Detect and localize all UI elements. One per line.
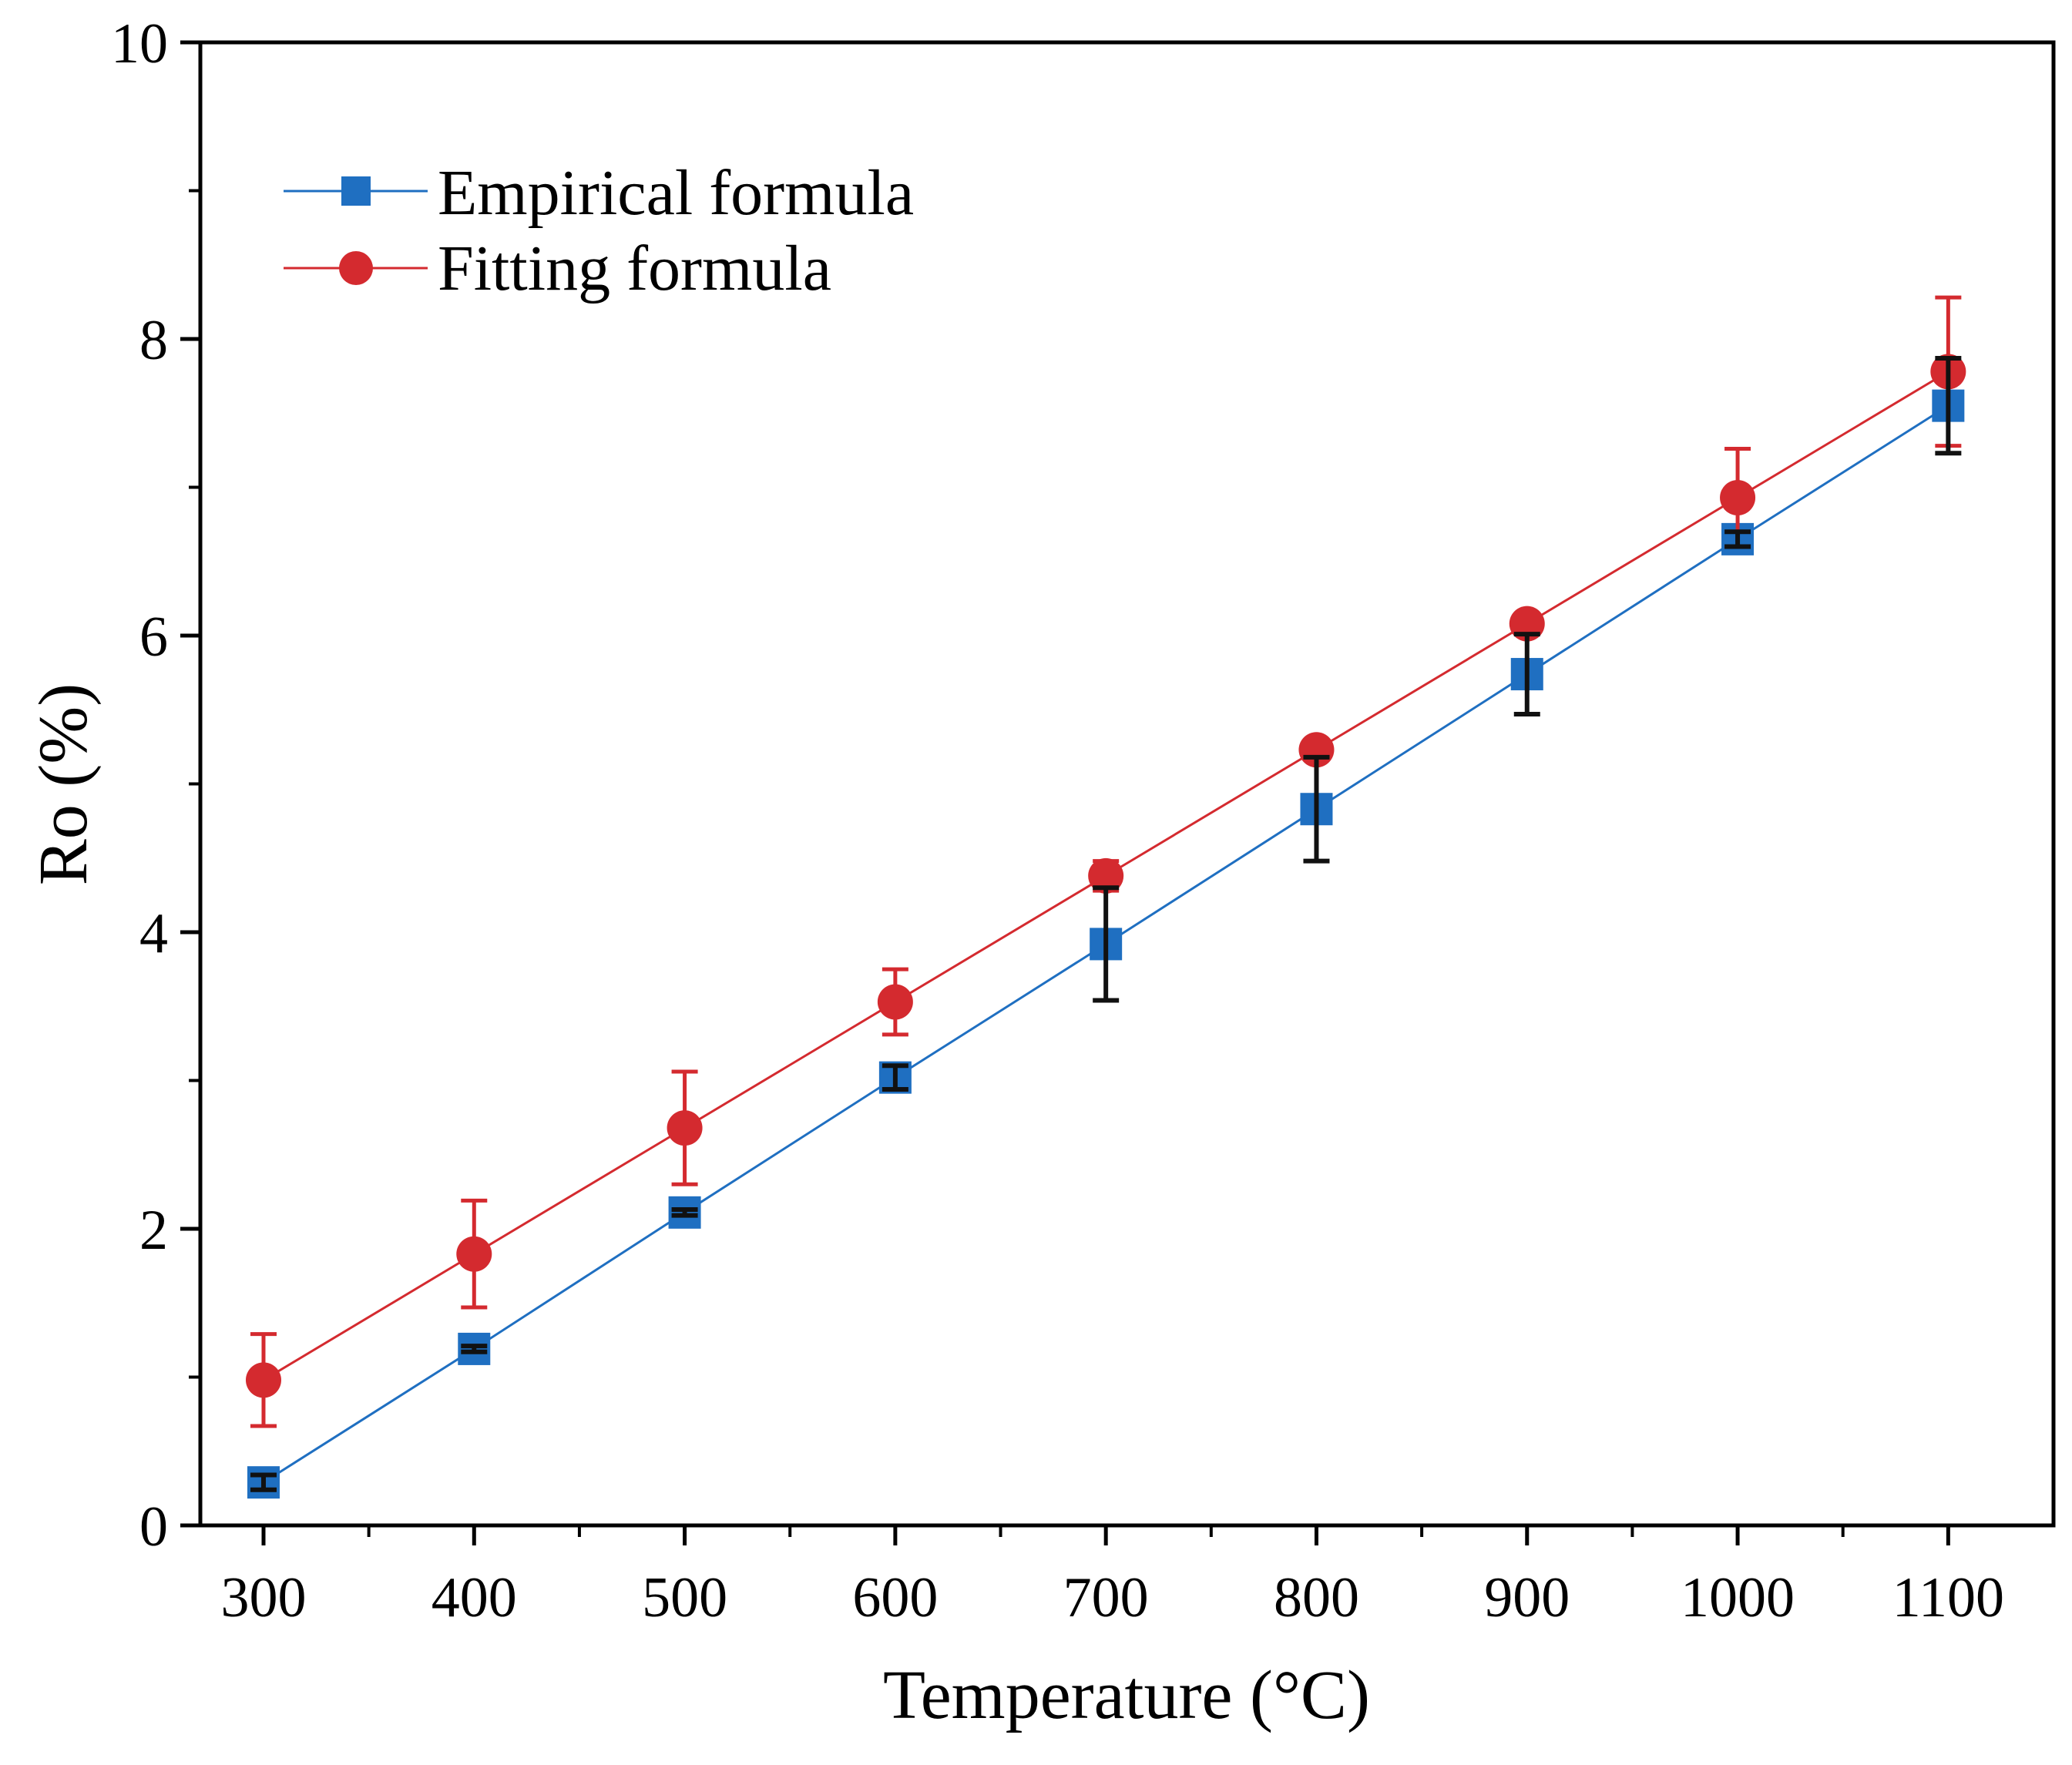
data-point-fitting: [456, 1236, 492, 1272]
y-tick-label: 6: [139, 606, 168, 669]
x-axis-title: Temperature (°C): [883, 1657, 1370, 1733]
x-tick-label: 500: [642, 1566, 727, 1629]
x-tick-label: 700: [1063, 1566, 1149, 1629]
x-tick-label: 1100: [1892, 1566, 2004, 1629]
y-tick-label: 4: [139, 902, 168, 965]
data-point-fitting: [1720, 479, 1756, 515]
legend-label-fitting: Fitting formula: [438, 233, 831, 304]
x-tick-label: 300: [220, 1566, 306, 1629]
y-tick-label: 0: [139, 1495, 168, 1559]
x-tick-label: 900: [1484, 1566, 1570, 1629]
data-point-fitting: [877, 984, 913, 1020]
legend-marker-fitting: [339, 251, 373, 285]
x-tick-label: 1000: [1681, 1566, 1795, 1629]
axes-layer: 300 400 500 600 700 800 900 1000 1100 0 2 4 6 8 10: [111, 12, 2004, 1629]
y-tick-label: 8: [139, 309, 168, 372]
data-point-fitting: [667, 1110, 703, 1146]
x-tick-label: 400: [432, 1566, 517, 1629]
y-tick-label: 2: [139, 1199, 168, 1262]
legend-marker-empirical: [341, 176, 371, 206]
y-tick-label: 10: [111, 12, 168, 75]
legend-label-empirical: Empirical formula: [438, 157, 914, 229]
series-layer: [245, 295, 1966, 1499]
x-tick-label: 800: [1274, 1566, 1359, 1629]
x-tick-label: 600: [852, 1566, 938, 1629]
legend: Empirical formula Fitting formula: [284, 157, 914, 304]
data-point-fitting: [245, 1362, 281, 1398]
data-point-fitting: [1088, 857, 1124, 894]
y-axis-title: Ro (%): [25, 683, 102, 885]
